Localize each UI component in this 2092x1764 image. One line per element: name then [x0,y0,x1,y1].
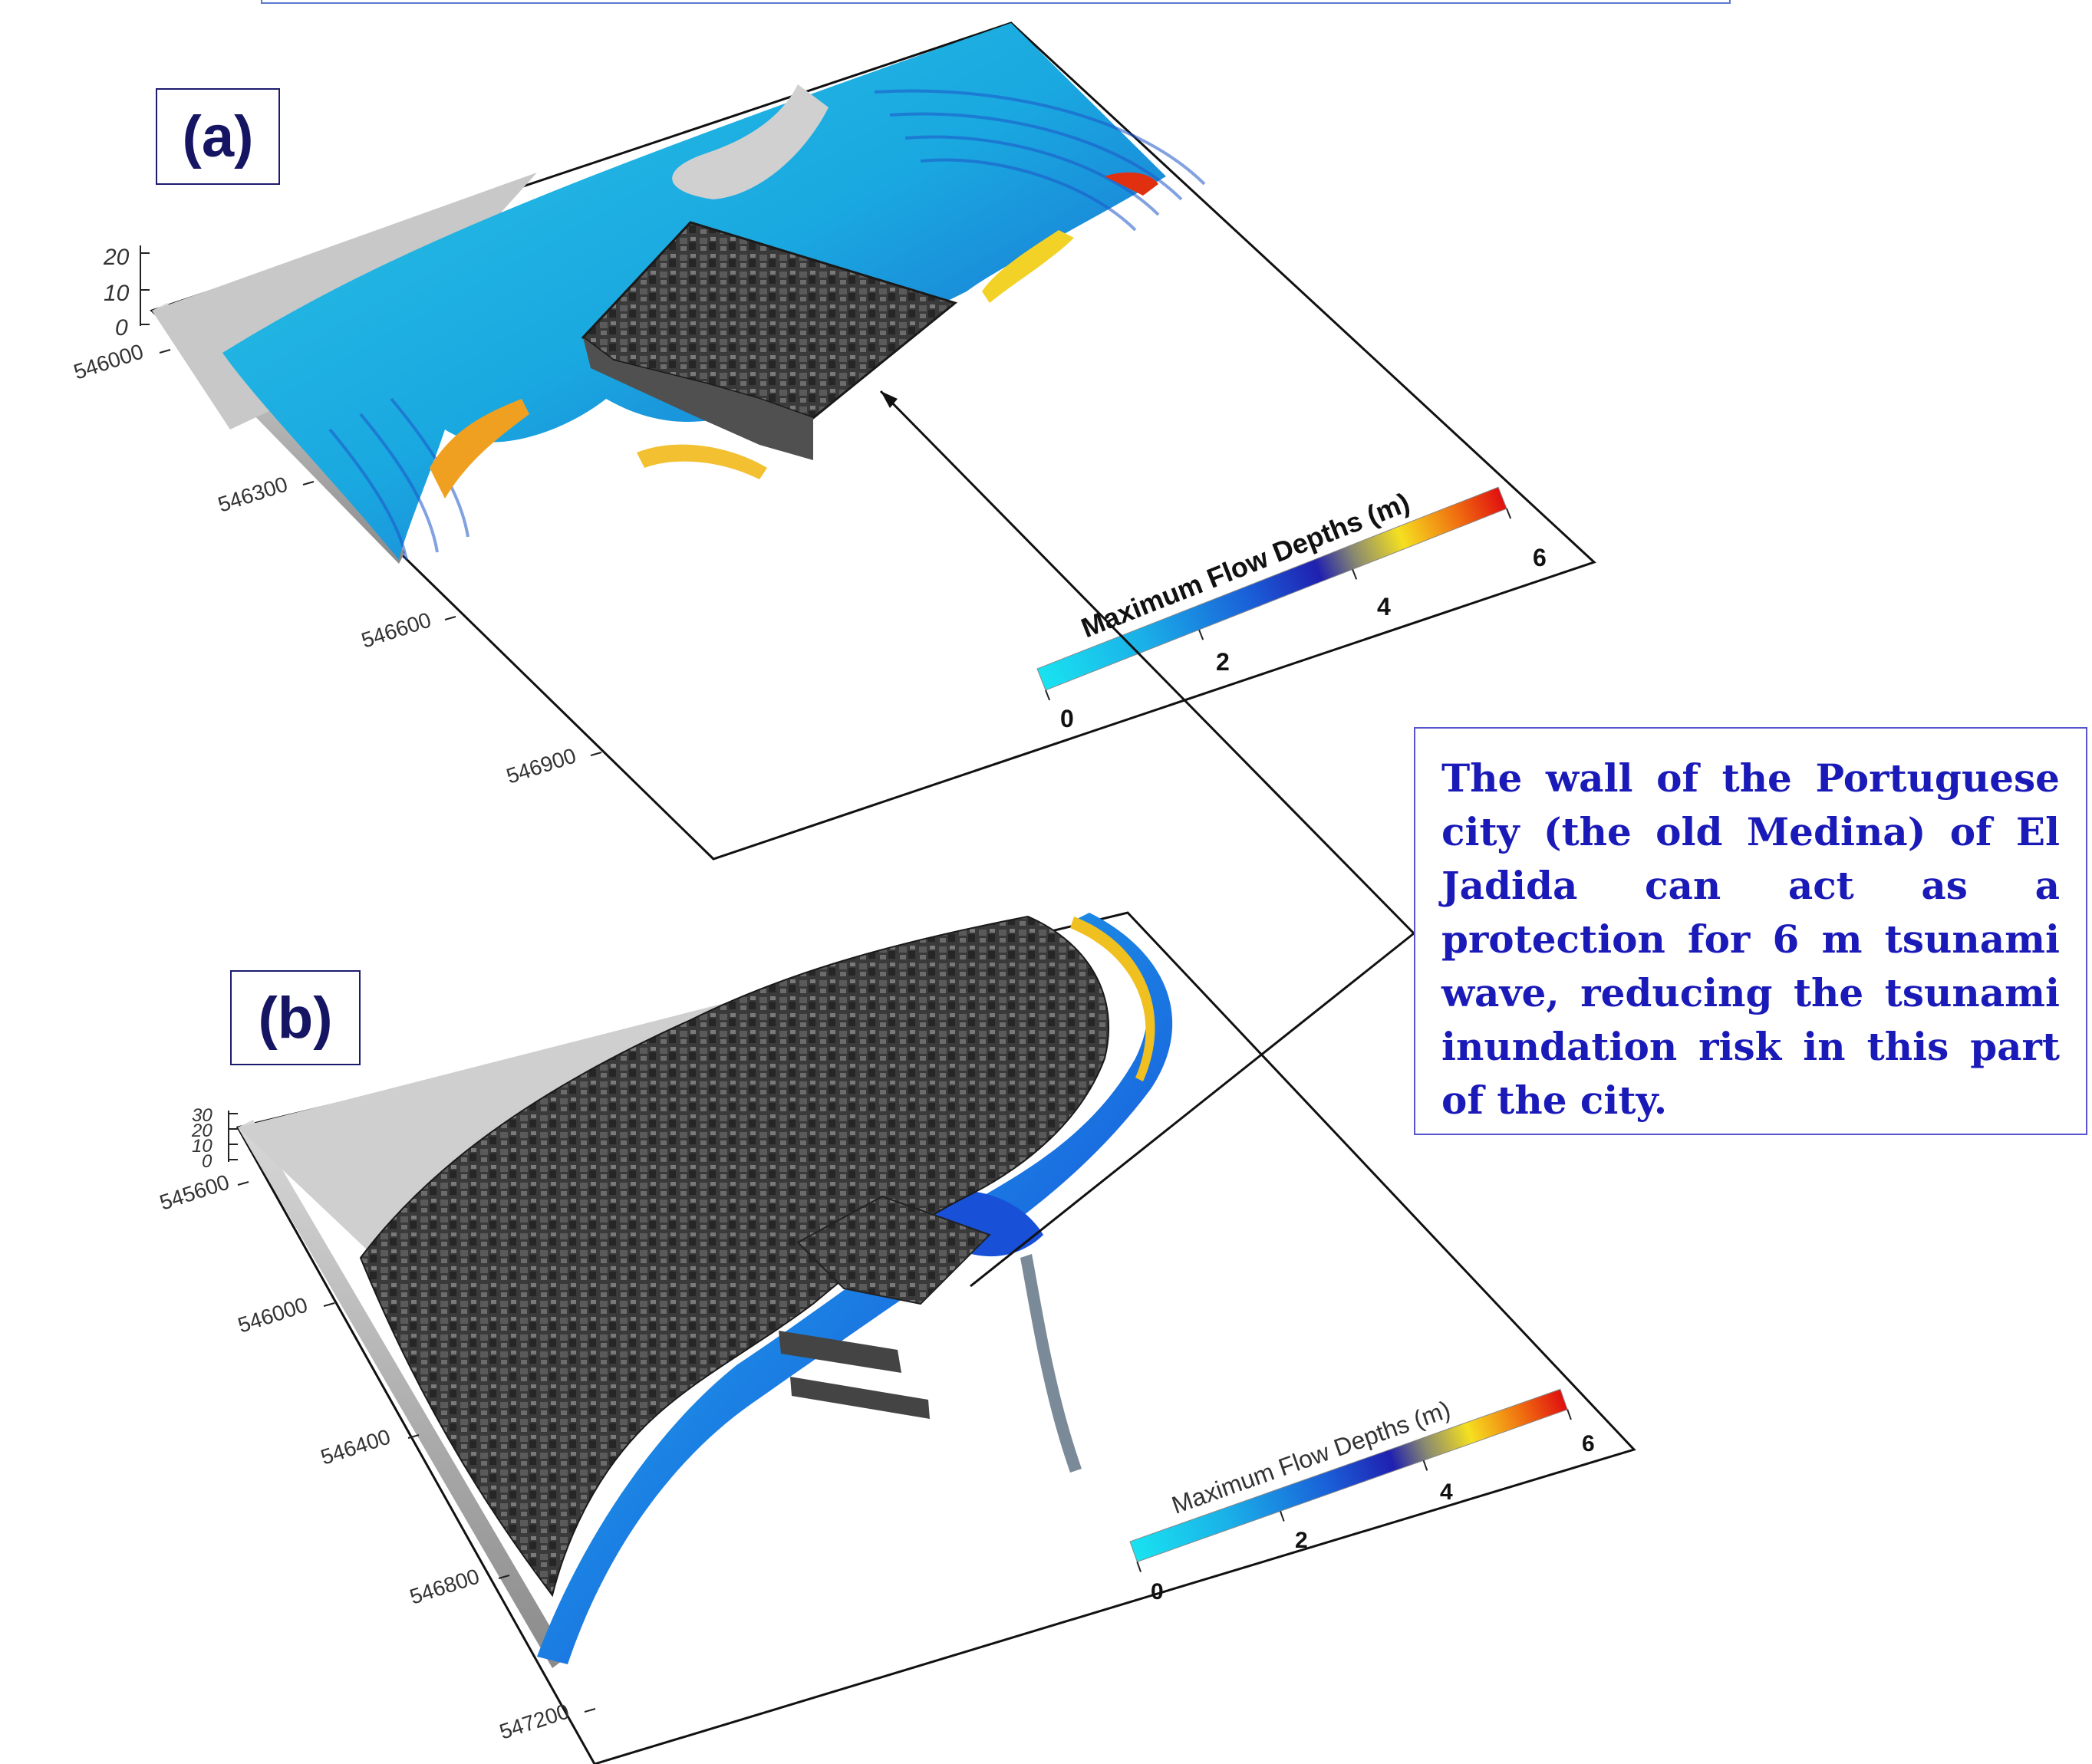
panel-a-z-axis [140,245,150,326]
panel-b-y-tick: 546400 [318,1424,393,1469]
panel-b-y-tick: 546800 [407,1564,482,1608]
leader-arrowhead [881,391,898,408]
top-frame-edge [261,0,1731,4]
panel-a-harbor-mole [637,444,767,479]
panel-a-z-tick: 20 [103,245,130,270]
panel-b-city-buildings [359,915,1110,1598]
panel-a-y-tick: 546300 [215,472,290,516]
panel-a-colorbar-tick: 6 [1533,544,1547,571]
panel-a-colorbar-tick: 4 [1377,593,1391,620]
panel-a-red-spot [1105,172,1158,196]
panel-b-jetty [1020,1254,1082,1473]
panel-a-colorbar-tick: 0 [1060,705,1074,732]
panel-b-port-docks [779,1331,901,1373]
panel-b-z-tick: 10 [192,1136,212,1157]
panel-a-colorbar-tick: 2 [1216,648,1230,676]
panel-b-colorbar-tick: 4 [1440,1479,1453,1505]
panel-a-inundation-left [430,399,529,499]
callout-leader-lines [879,390,1415,1288]
panel-a-wave-rings [328,89,1206,561]
panel-a-z-tick: 0 [115,315,128,341]
panel-a-map: 20 10 0 546000 546300 546600 546900 Maxi… [71,21,1596,861]
panel-a-y-tick: 546900 [503,743,578,788]
panel-b-z-tick: 20 [191,1121,212,1141]
panel-b-old-medina [796,1195,991,1305]
panel-a-inundation-fringe [982,230,1074,303]
panel-a-sea-grey-patch [672,84,829,199]
panel-b-map: 30 20 10 0 545600 546000 546400 546800 5… [156,911,1636,1764]
panel-b-y-tick: 546000 [235,1292,310,1337]
callout-text: The wall of the Portuguese city (the old… [1441,755,2060,1123]
panel-b-colorbar-tick: 2 [1295,1528,1308,1553]
panel-b-yellow-fringe [1070,917,1155,1081]
panel-a-label: (a) [156,88,280,185]
panel-b-y-axis-ticks [237,1181,596,1713]
panel-b-y-tick: 545600 [156,1170,232,1214]
panel-b-y-tick: 547200 [496,1699,572,1743]
panel-a-y-tick: 546600 [358,607,433,652]
panel-b-label: (b) [230,970,361,1065]
panel-b-side-terrain [238,1120,568,1668]
panel-a-y-tick: 546000 [71,339,146,383]
panel-b-colorbar-tick: 0 [1151,1579,1164,1604]
panel-b-z-tick: 0 [202,1151,212,1172]
panel-b-z-axis [228,1111,238,1162]
panel-b-colorbar-bar [1129,1388,1568,1563]
panel-b-port-docks-2 [790,1377,930,1419]
panel-a-y-axis-ticks [159,349,602,756]
panel-a-z-tick: 10 [104,281,130,306]
panel-a-medina-wall-face [583,337,813,460]
annotation-callout: The wall of the Portuguese city (the old… [1414,727,2087,1135]
panel-a-colorbar-bar [1036,486,1507,691]
panel-b-colorbar-tick: 6 [1582,1431,1595,1456]
panel-b-z-tick: 30 [192,1105,212,1126]
